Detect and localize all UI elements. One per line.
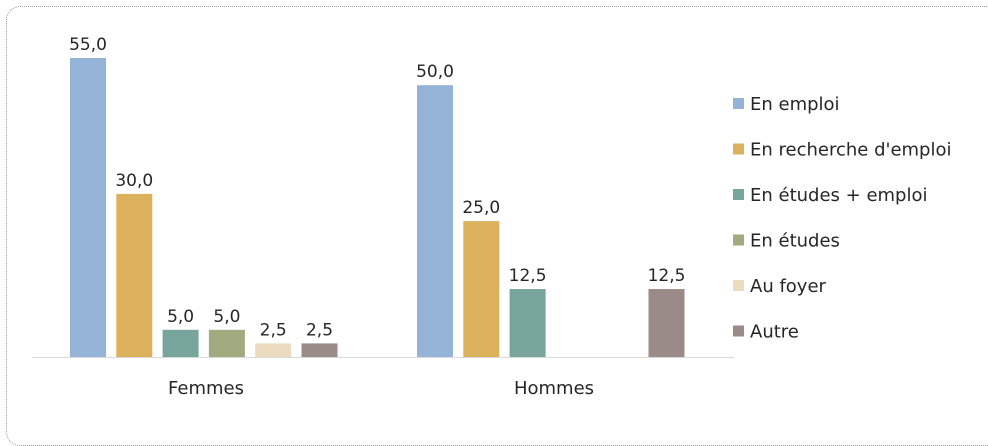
legend-label-autre: Autre — [750, 322, 799, 343]
legend-swatch-en-etudes — [733, 234, 744, 246]
bar-hommes-en-emploi — [417, 85, 453, 357]
legend: En emploi En recherche d'emploi En études … — [733, 94, 952, 343]
bar-hommes-autre — [648, 289, 685, 357]
legend-label-en-recherche-d-emploi: En recherche d'emploi — [750, 140, 952, 161]
value-label-hommes-autre: 12,5 — [648, 266, 686, 286]
legend-label-en-etudes: En études — [750, 231, 840, 252]
value-label-femmes-en-etudes: 5,0 — [213, 307, 240, 327]
bar-femmes-autre — [301, 343, 338, 357]
legend-label-au-foyer: Au foyer — [750, 276, 827, 297]
bars-layer — [70, 58, 685, 357]
legend-item-autre: Autre — [733, 322, 799, 343]
bar-femmes-en-etudes — [208, 329, 245, 357]
legend-item-en-emploi: En emploi — [733, 94, 840, 115]
legend-item-au-foyer: Au foyer — [733, 276, 827, 297]
category-labels-layer: Femmes Hommes — [168, 378, 594, 399]
value-label-femmes-autre: 2,5 — [306, 320, 333, 340]
value-labels-layer: 55,0 30,0 5,0 5,0 2,5 2,5 50,0 25,0 12,5 12,5 — [69, 35, 685, 340]
bar-chart: 55,0 30,0 5,0 5,0 2,5 2,5 50,0 25,0 12,5 12,5 Fem… — [32, 35, 952, 399]
value-label-femmes-en-recherche-d-emploi: 30,0 — [115, 171, 153, 191]
legend-swatch-au-foyer — [733, 280, 744, 291]
bar-femmes-au-foyer — [255, 343, 292, 357]
legend-label-en-etudes-emploi: En études + emploi — [750, 185, 928, 206]
category-label-femmes: Femmes — [168, 378, 244, 399]
legend-item-en-etudes-emploi: En études + emploi — [733, 185, 928, 206]
legend-swatch-en-etudes-emploi — [733, 189, 744, 200]
value-label-hommes-en-recherche-d-emploi: 25,0 — [462, 198, 500, 218]
bar-hommes-en-recherche-d-emploi — [463, 221, 500, 357]
bar-femmes-en-emploi — [70, 58, 106, 357]
bar-femmes-en-etudes-emploi — [162, 329, 199, 357]
value-label-femmes-en-etudes-emploi: 5,0 — [167, 307, 194, 327]
value-label-femmes-en-emploi: 55,0 — [69, 35, 107, 55]
legend-item-en-recherche-d-emploi: En recherche d'emploi — [733, 140, 952, 161]
legend-item-en-etudes: En études — [733, 231, 840, 252]
bar-femmes-en-recherche-d-emploi — [116, 193, 153, 357]
legend-label-en-emploi: En emploi — [750, 94, 840, 115]
legend-swatch-en-emploi — [733, 98, 744, 109]
legend-swatch-en-recherche-d-emploi — [733, 143, 744, 155]
value-label-femmes-au-foyer: 2,5 — [260, 320, 287, 340]
category-label-hommes: Hommes — [514, 378, 594, 399]
value-label-hommes-en-emploi: 50,0 — [416, 62, 454, 82]
bar-hommes-en-etudes-emploi — [509, 289, 546, 357]
legend-swatch-autre — [733, 325, 744, 337]
value-label-hommes-en-etudes-emploi: 12,5 — [509, 266, 547, 286]
